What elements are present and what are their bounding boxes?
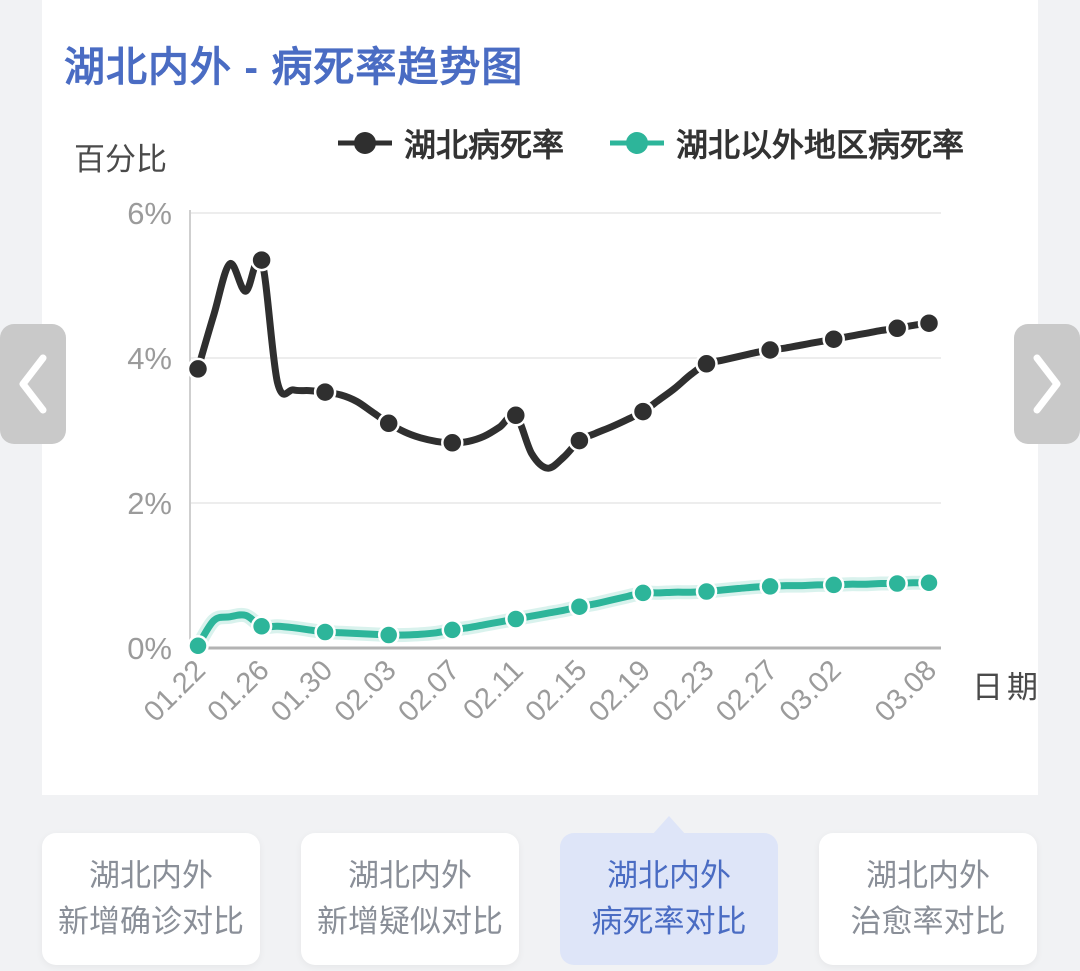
- legend-item-hubei[interactable]: 湖北病死率: [338, 120, 564, 166]
- next-chart-button[interactable]: [1014, 324, 1080, 444]
- x-tick-label: 02.27: [710, 654, 784, 728]
- y-axis-name: 百分比: [74, 142, 167, 177]
- series-marker-1[interactable]: [377, 624, 400, 646]
- legend-marker-outside-icon: [610, 132, 665, 154]
- series-marker-1[interactable]: [632, 582, 654, 604]
- y-tick-label: 4%: [127, 341, 172, 376]
- tab-new-suspected-compare[interactable]: 湖北内外 新增疑似对比: [301, 833, 519, 965]
- series-marker-0[interactable]: [758, 338, 782, 362]
- series-marker-0[interactable]: [631, 400, 655, 423]
- series-marker-0[interactable]: [822, 327, 845, 351]
- series-marker-0[interactable]: [441, 431, 464, 455]
- x-tick-label: 02.03: [329, 654, 403, 728]
- tab-label-line2: 新增疑似对比: [317, 904, 503, 939]
- tab-label-line1: 湖北内外: [866, 858, 990, 893]
- series-marker-0[interactable]: [885, 317, 909, 340]
- series-line-0[interactable]: [194, 253, 933, 472]
- series-marker-1[interactable]: [759, 575, 781, 598]
- y-tick-label: 0%: [127, 631, 172, 666]
- series-marker-0[interactable]: [250, 248, 273, 272]
- tab-cure-rate-compare[interactable]: 湖北内外 治愈率对比: [819, 833, 1037, 965]
- tab-label-line1: 湖北内外: [348, 858, 472, 893]
- series-marker-0[interactable]: [313, 380, 337, 404]
- chart-legend: 湖北病死率 湖北以外地区病死率: [338, 120, 964, 166]
- tab-label-line1: 湖北内外: [89, 858, 213, 893]
- chart-selector-tabs: 湖北内外 新增确诊对比 湖北内外 新增疑似对比 湖北内外 病死率对比 湖北内外 …: [42, 833, 1038, 965]
- tab-label-line2: 治愈率对比: [850, 904, 1006, 939]
- legend-item-outside[interactable]: 湖北以外地区病死率: [610, 120, 964, 166]
- series-marker-0[interactable]: [377, 412, 400, 435]
- x-tick-label: 02.07: [392, 654, 466, 728]
- x-axis-name: 日期: [972, 670, 1042, 705]
- y-tick-label: 6%: [127, 196, 172, 231]
- series-marker-0[interactable]: [504, 404, 528, 427]
- chevron-left-icon: [19, 354, 47, 414]
- series-glow-1: [191, 575, 936, 653]
- x-tick-label: 02.11: [457, 654, 529, 726]
- x-tick-label: 01.26: [202, 654, 276, 728]
- tab-label-line2: 病死率对比: [591, 904, 747, 939]
- tab-label-line2: 新增确诊对比: [58, 904, 244, 939]
- series-marker-1[interactable]: [695, 580, 718, 603]
- chart-card: [42, 0, 1038, 795]
- x-tick-label: 02.15: [519, 654, 593, 728]
- legend-label-hubei: 湖北病死率: [404, 127, 565, 163]
- legend-label-outside: 湖北以外地区病死率: [676, 127, 965, 163]
- x-tick-label: 03.02: [774, 654, 848, 728]
- y-tick-label: 2%: [127, 486, 172, 521]
- previous-chart-button[interactable]: [0, 324, 66, 444]
- series-marker-1[interactable]: [568, 595, 591, 618]
- series-marker-1[interactable]: [822, 574, 845, 596]
- series-marker-1[interactable]: [187, 635, 209, 657]
- series-marker-1[interactable]: [441, 619, 464, 641]
- x-tick-label: 02.23: [647, 654, 721, 728]
- chevron-right-icon: [1033, 354, 1061, 414]
- series-marker-0[interactable]: [186, 357, 210, 381]
- x-tick-label: 02.19: [583, 654, 657, 728]
- series-marker-1[interactable]: [886, 572, 908, 595]
- x-tick-label: 03.08: [869, 654, 943, 728]
- tab-fatality-rate-compare[interactable]: 湖北内外 病死率对比: [560, 833, 778, 965]
- series-marker-0[interactable]: [917, 311, 941, 335]
- series-marker-1[interactable]: [918, 572, 940, 594]
- tab-label-line1: 湖北内外: [607, 858, 731, 893]
- series-marker-0[interactable]: [568, 429, 591, 452]
- series-marker-1[interactable]: [314, 621, 336, 643]
- series-marker-0[interactable]: [695, 352, 718, 376]
- legend-marker-hubei-icon: [338, 132, 392, 154]
- fatality-rate-trend-chart[interactable]: 0%2%4%6%01.2201.2601.3002.0302.0702.1102…: [0, 0, 1080, 795]
- x-tick-label: 01.30: [265, 654, 339, 728]
- page-title: 湖北内外 - 病死率趋势图: [64, 44, 524, 91]
- tab-new-confirmed-compare[interactable]: 湖北内外 新增确诊对比: [42, 833, 260, 965]
- series-marker-1[interactable]: [250, 615, 273, 638]
- series-marker-1[interactable]: [505, 608, 527, 630]
